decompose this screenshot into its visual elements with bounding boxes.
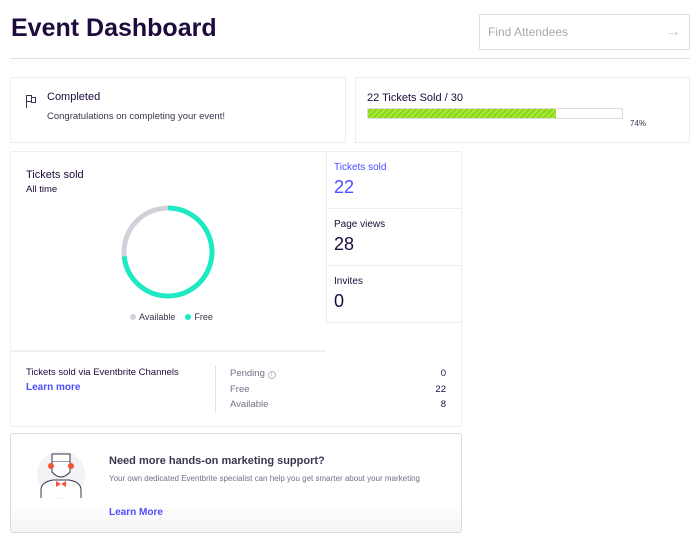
legend-free: Free	[185, 312, 213, 322]
page-title: Event Dashboard	[11, 14, 217, 42]
row-available: Available 8	[230, 399, 446, 410]
flag-icon	[25, 94, 37, 113]
marketing-card: Need more hands-on marketing support? Yo…	[10, 433, 462, 533]
channels-learn-more-link[interactable]: Learn more	[26, 382, 81, 393]
search-input[interactable]: Find Attendees →	[479, 14, 690, 50]
channels-title: Tickets sold via Eventbrite Channels	[26, 367, 179, 378]
progress-bar	[367, 108, 623, 119]
progress-fill	[368, 109, 556, 118]
progress-label: 22 Tickets Sold / 30	[367, 92, 463, 104]
chart-legend: Available Free	[130, 312, 213, 322]
arrow-right-icon[interactable]: →	[665, 23, 681, 40]
info-icon[interactable]: i	[267, 371, 276, 379]
chart-title: Tickets sold	[26, 169, 84, 181]
stat-invites: Invites 0	[326, 265, 462, 323]
search-placeholder: Find Attendees	[488, 25, 569, 39]
progress-card: 22 Tickets Sold / 30 74%	[355, 77, 690, 143]
legend-available: Available	[130, 312, 175, 322]
marketing-body: Your own dedicated Eventbrite specialist…	[109, 474, 420, 483]
marketing-learn-more-link[interactable]: Learn More	[109, 507, 163, 518]
progress-percent: 74%	[630, 119, 647, 128]
stat-tickets-sold: Tickets sold 22	[326, 151, 462, 209]
status-card: Completed Congratulations on completing …	[10, 77, 346, 143]
status-message: Congratulations on completing your event…	[47, 111, 225, 122]
donut-slice-available	[121, 205, 215, 299]
specialist-avatar-icon	[37, 451, 85, 499]
status-title: Completed	[47, 91, 101, 103]
marketing-title: Need more hands-on marketing support?	[109, 455, 325, 467]
divider	[215, 366, 216, 412]
tickets-card	[10, 151, 462, 427]
chart-subtitle: All time	[26, 184, 58, 195]
divider	[10, 58, 690, 59]
divider	[10, 350, 326, 352]
donut-chart	[121, 205, 215, 299]
row-free: Free 22	[230, 383, 446, 395]
stat-page-views: Page views 28	[326, 208, 462, 266]
